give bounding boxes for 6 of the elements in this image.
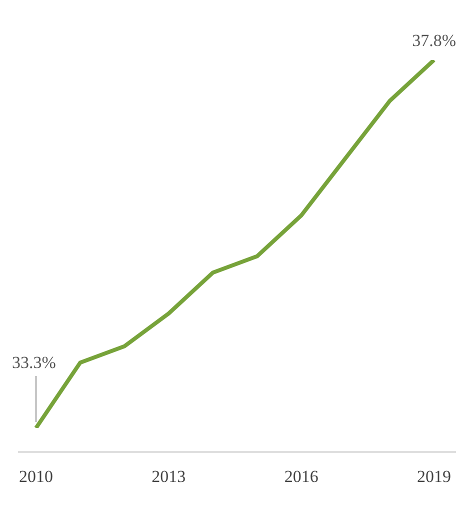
data-label: 33.3% xyxy=(12,353,56,372)
x-tick-label: 2010 xyxy=(19,467,53,486)
x-tick-label: 2013 xyxy=(152,467,186,486)
x-tick-label: 2019 xyxy=(417,467,451,486)
x-tick-label: 2016 xyxy=(284,467,318,486)
data-label: 37.8% xyxy=(412,31,456,50)
